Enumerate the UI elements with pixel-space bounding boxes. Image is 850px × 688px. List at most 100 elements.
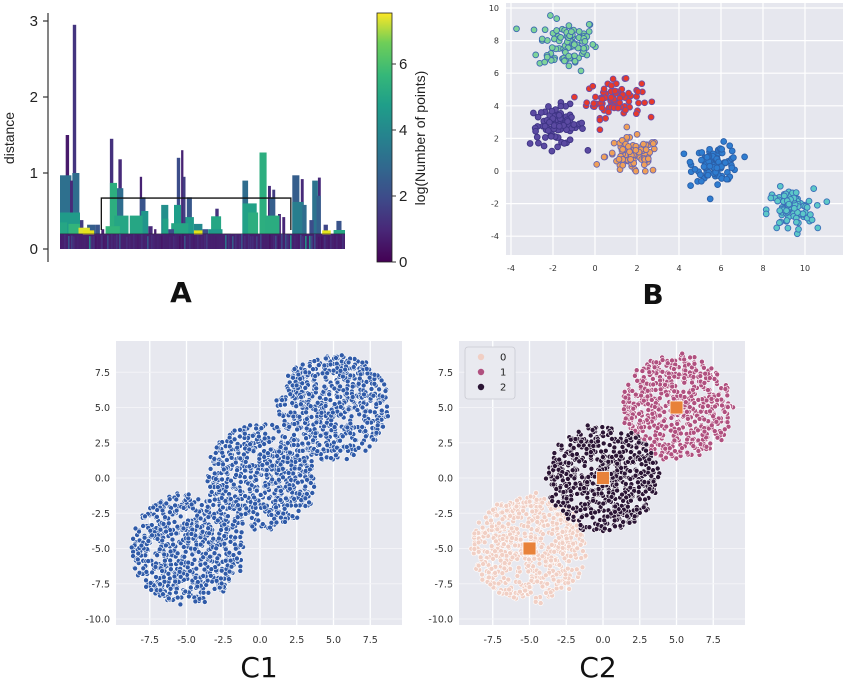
c2-centroid-marker (669, 400, 684, 415)
c2-point-cluster-2 (626, 519, 633, 526)
c1-point (157, 499, 164, 506)
c2-point-cluster-1 (690, 443, 697, 449)
c1-point (166, 595, 172, 602)
c1-point (303, 425, 310, 432)
b-point-cluster-teal (807, 211, 814, 218)
c2-point-cluster-2 (598, 490, 605, 497)
c2-point-cluster-2 (567, 488, 574, 495)
b-point-cluster-blue (680, 150, 688, 158)
c2-point-cluster-0 (501, 565, 508, 572)
c2-point-cluster-1 (671, 437, 678, 444)
b-point-cluster-orange (649, 140, 657, 147)
c2-point-cluster-0 (479, 524, 486, 531)
b-point-cluster-purple (564, 118, 571, 125)
c2-point-cluster-2 (636, 449, 643, 456)
c-x-tick-label: 7.5 (363, 635, 378, 646)
c2-point-cluster-1 (666, 445, 673, 452)
b-y-tick-label: 0 (494, 167, 499, 176)
c-y-tick-label: -2.5 (434, 509, 453, 520)
b-point-cluster-red (625, 98, 633, 105)
b-point-cluster-red (608, 82, 615, 89)
b-point-cluster-teal (813, 201, 821, 209)
c1-point (297, 472, 304, 479)
c2-point-cluster-1 (711, 376, 718, 382)
dendrogram-bar (181, 150, 184, 249)
c1-point (379, 393, 386, 400)
c1-point (324, 442, 331, 449)
c2-point-cluster-0 (539, 583, 546, 590)
b-point-cluster-green (538, 35, 546, 43)
c2-point-cluster-2 (549, 498, 556, 504)
c2-point-cluster-1 (671, 373, 678, 380)
base-stripe (209, 235, 211, 249)
c2-point-cluster-0 (574, 545, 581, 552)
base-stripe (93, 235, 95, 249)
c1-point (205, 514, 212, 520)
c2-point-cluster-2 (624, 503, 631, 510)
c1-point (323, 355, 329, 362)
c2-point-cluster-2 (628, 449, 634, 455)
c2-point-cluster-2 (609, 436, 615, 442)
c2-point-cluster-1 (636, 410, 642, 417)
c1-point (254, 469, 260, 476)
c1-point (376, 386, 382, 393)
c2-point-cluster-2 (588, 438, 595, 445)
c1-point (301, 458, 308, 465)
base-stripe (318, 236, 320, 249)
c1-point (378, 407, 385, 414)
c1-point (174, 550, 181, 557)
b-point-cluster-teal (790, 204, 798, 212)
c2-point-cluster-0 (475, 539, 482, 546)
c1-point (299, 447, 306, 454)
base-stripe (314, 233, 316, 249)
c2-point-cluster-2 (637, 456, 643, 463)
c2-point-cluster-2 (550, 481, 557, 488)
b-point-cluster-purple (560, 140, 568, 147)
c1-point (265, 450, 271, 457)
c1-point (278, 514, 284, 521)
base-stripe (311, 235, 313, 249)
base-stripe (189, 234, 191, 249)
b-point-cluster-purple (540, 142, 548, 150)
b-point-cluster-red (598, 104, 606, 112)
c1-point (223, 546, 229, 553)
b-x-tick-label: -4 (507, 264, 515, 273)
b-point-cluster-green (543, 53, 551, 61)
c1-point (373, 401, 380, 408)
c2-point-cluster-1 (699, 404, 706, 410)
c1-point (221, 521, 228, 528)
c2-point-cluster-2 (565, 476, 571, 482)
c2-point-cluster-0 (488, 565, 495, 572)
c1-point (342, 366, 348, 373)
b-point-cluster-green (589, 41, 597, 48)
c1-point (185, 535, 192, 542)
b-point-cluster-teal (783, 207, 790, 215)
a-y-tick-label: 3 (30, 13, 38, 30)
b-y-tick-label: 8 (494, 37, 499, 46)
c2-point-cluster-2 (632, 472, 639, 479)
c2-point-cluster-0 (554, 511, 561, 518)
b-point-cluster-green (580, 44, 588, 52)
b-point-cluster-green (571, 57, 579, 65)
colorbar-label: log(Number of points) (412, 71, 428, 206)
c1-point (206, 498, 213, 504)
c2-point-cluster-1 (681, 379, 688, 386)
c1-point (213, 444, 220, 451)
c1-point (322, 374, 329, 381)
c1-point (363, 365, 370, 372)
c1-point (233, 459, 239, 466)
c1-point (172, 502, 178, 509)
c1-point (228, 454, 235, 461)
c1-point (378, 377, 385, 384)
c1-point (354, 407, 361, 413)
c2-point-cluster-0 (579, 564, 586, 571)
base-stripe (77, 236, 79, 249)
c1-point (186, 593, 192, 600)
base-stripe (298, 233, 300, 249)
base-stripe (340, 236, 342, 249)
c1-point (145, 538, 152, 544)
c2-point-cluster-2 (584, 494, 591, 501)
panel-c1: -7.5 -5.0 -2.5 0.0 2.5 5.0 7.5-10.0-7.5-5.0-2.… (85, 341, 402, 684)
c2-point-cluster-2 (623, 438, 630, 444)
